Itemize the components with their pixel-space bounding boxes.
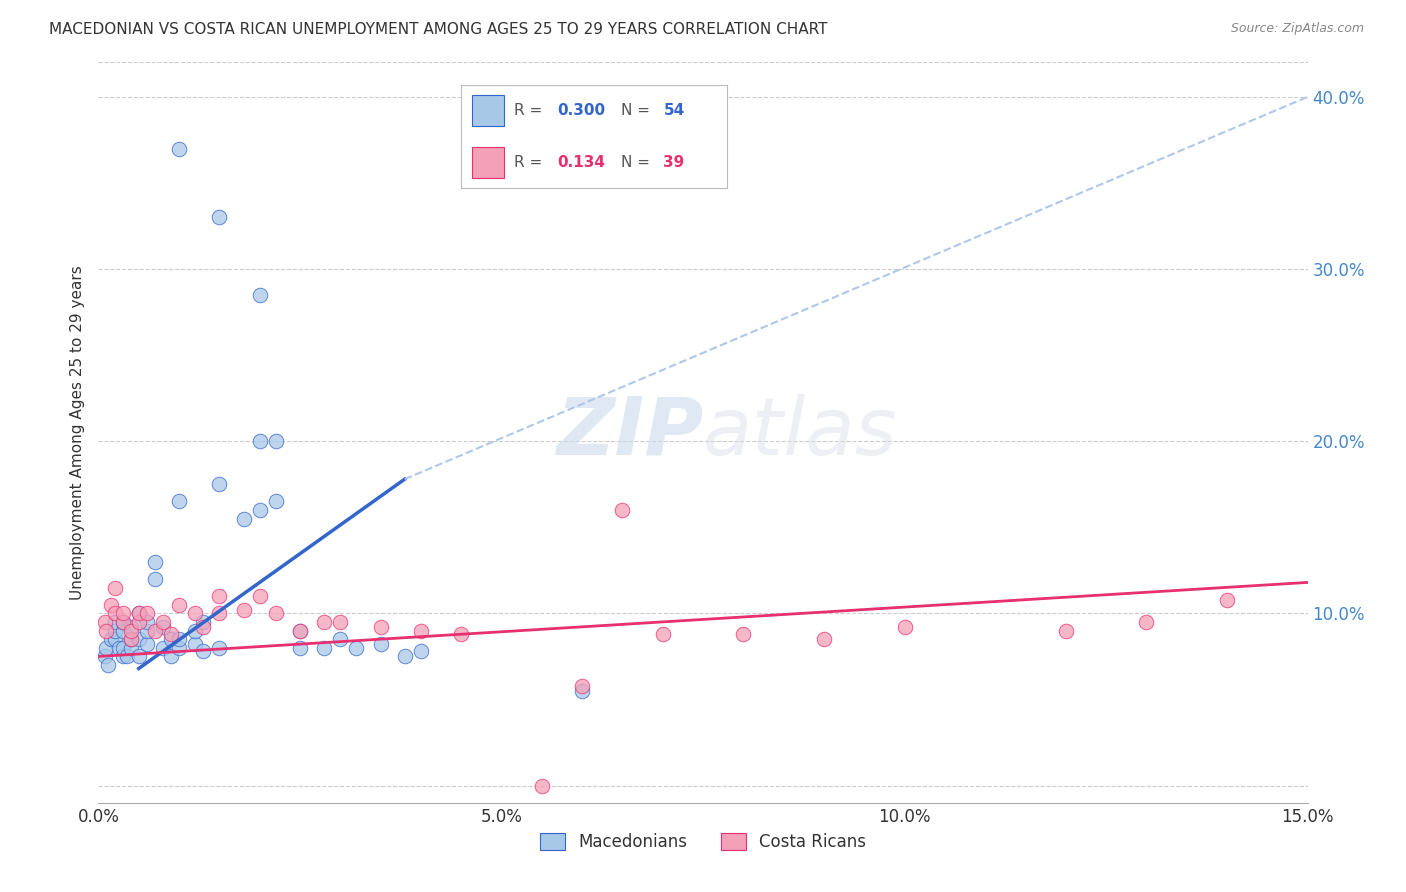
Legend: Macedonians, Costa Ricans: Macedonians, Costa Ricans [533,826,873,857]
Point [370,620,392,634]
Point [288,624,311,638]
Point [111,640,134,655]
Point [100,598,122,612]
Point [344,640,367,655]
Point [232,512,254,526]
Point [1054,624,1077,638]
Point [329,615,352,629]
Point [314,615,336,629]
Point [120,640,142,655]
Point [409,624,432,638]
Point [288,624,311,638]
Point [249,288,271,302]
Point [314,640,336,655]
Point [152,620,174,634]
Point [167,142,190,156]
Point [103,624,125,638]
Point [135,637,157,651]
Point [111,649,134,664]
Point [143,624,166,638]
Point [111,615,134,629]
Point [249,589,271,603]
Point [193,615,215,629]
Point [813,632,835,647]
Point [1216,592,1239,607]
Point [571,679,593,693]
Point [111,607,134,621]
Point [94,649,117,664]
Point [394,649,416,664]
Text: ZIP: ZIP [555,393,703,472]
Point [143,555,166,569]
Point [651,627,673,641]
Point [135,607,157,621]
Text: MACEDONIAN VS COSTA RICAN UNEMPLOYMENT AMONG AGES 25 TO 29 YEARS CORRELATION CHA: MACEDONIAN VS COSTA RICAN UNEMPLOYMENT A… [49,22,828,37]
Point [167,632,190,647]
Text: atlas: atlas [703,393,898,472]
Point [208,607,231,621]
Point [94,615,117,629]
Point [208,477,231,491]
Point [128,649,150,664]
Point [733,627,755,641]
Point [120,620,142,634]
Point [97,658,120,673]
Point [184,637,207,651]
Point [103,632,125,647]
Point [128,607,150,621]
Point [370,637,392,651]
Point [160,627,183,641]
Point [184,607,207,621]
Point [128,607,150,621]
Point [96,640,118,655]
Point [571,684,593,698]
Point [115,649,138,664]
Point [264,434,287,449]
Point [120,632,142,647]
Point [160,649,183,664]
Point [111,615,134,629]
Point [232,603,254,617]
Point [249,434,271,449]
Point [530,779,553,793]
Point [264,607,287,621]
Point [120,632,142,647]
Point [167,598,190,612]
Text: Source: ZipAtlas.com: Source: ZipAtlas.com [1230,22,1364,36]
Point [208,640,231,655]
Point [1135,615,1157,629]
Point [135,624,157,638]
Point [128,615,150,629]
Point [167,640,190,655]
Point [128,632,150,647]
Point [152,640,174,655]
Point [893,620,915,634]
Point [450,627,472,641]
Point [160,632,183,647]
Point [329,632,352,647]
Point [208,211,231,225]
Point [96,624,118,638]
Point [135,615,157,629]
Point [249,503,271,517]
Point [103,581,125,595]
Point [120,624,142,638]
Point [264,494,287,508]
Point [409,644,432,658]
Point [103,615,125,629]
Point [152,615,174,629]
Point [208,589,231,603]
Point [193,644,215,658]
Point [143,572,166,586]
Y-axis label: Unemployment Among Ages 25 to 29 years: Unemployment Among Ages 25 to 29 years [69,265,84,600]
Point [193,620,215,634]
Point [111,624,134,638]
Point [107,640,129,655]
Point [103,607,125,621]
Point [167,494,190,508]
Point [612,503,634,517]
Point [288,640,311,655]
Point [184,624,207,638]
Point [100,632,122,647]
